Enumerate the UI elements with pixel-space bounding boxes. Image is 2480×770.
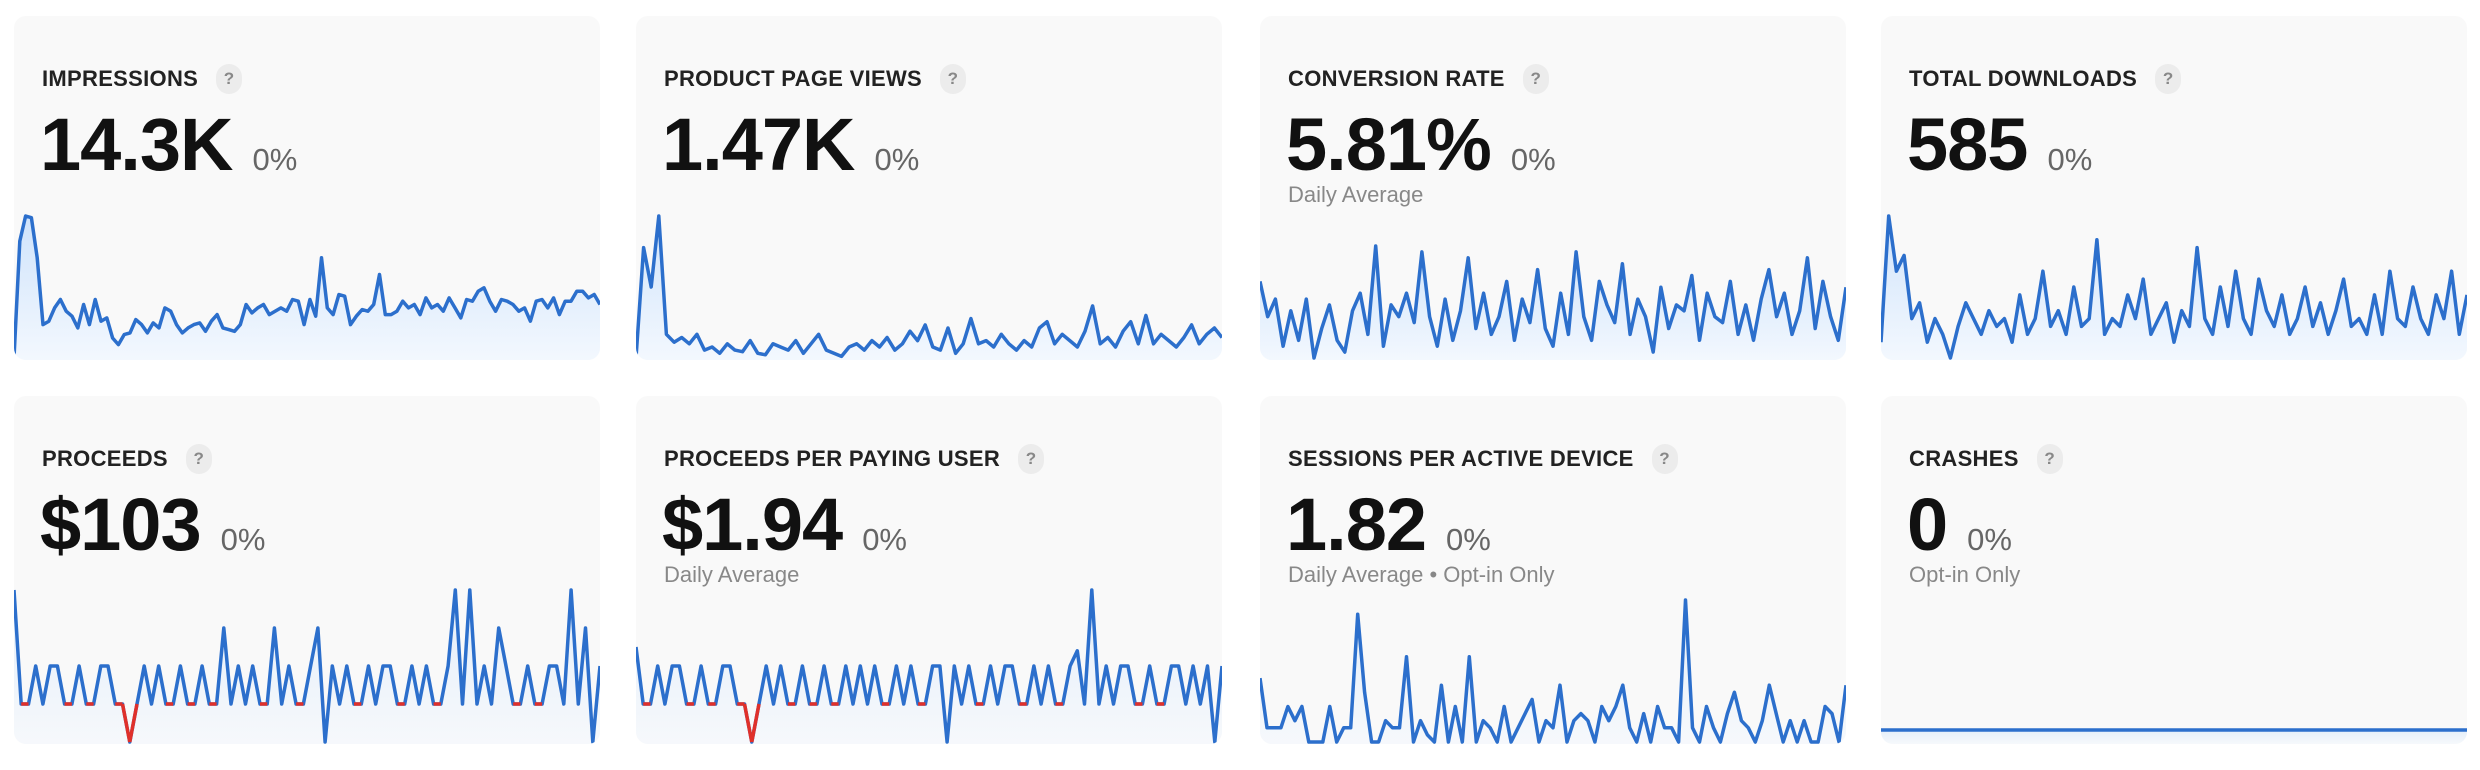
sparkline-area [1881, 216, 2467, 360]
metric-change: 0% [1446, 522, 1491, 557]
metric-change: 0% [862, 522, 907, 557]
metric-value: 5.81% [1286, 103, 1492, 186]
sparkline-area [14, 216, 600, 360]
metric-value: 1.82 [1286, 483, 1427, 566]
metric-value: 14.3K [40, 103, 233, 186]
metric-change: 0% [1967, 522, 2012, 557]
sparkline-chart [14, 214, 600, 360]
metric-value: $1.94 [662, 483, 843, 566]
sparkline-line [1260, 598, 1846, 744]
sparkline-chart [1260, 598, 1846, 744]
help-icon[interactable]: ? [1018, 444, 1045, 474]
card-title: TOTAL DOWNLOADS [1909, 66, 2138, 91]
sparkline-area [1260, 600, 1846, 744]
metric-value: 0 [1907, 483, 1948, 566]
card-title: IMPRESSIONS [42, 66, 199, 91]
metric-value: 1.47K [662, 103, 855, 186]
sparkline-chart [1881, 214, 2467, 360]
sparkline-chart [1881, 728, 2467, 744]
help-icon[interactable]: ? [1522, 64, 1549, 94]
metric-card-sessions-per-active-device[interactable]: SESSIONS PER ACTIVE DEVICE? 1.82 0% Daily… [1260, 396, 1846, 744]
metric-subtitle: Daily Average [664, 562, 800, 587]
card-title: PRODUCT PAGE VIEWS [664, 66, 923, 91]
metric-subtitle: Daily Average • Opt-in Only [1288, 562, 1555, 587]
metric-subtitle: Opt-in Only [1909, 562, 2021, 587]
metric-card-proceeds-per-paying-user[interactable]: PROCEEDS PER PAYING USER? $1.94 0% Daily … [636, 396, 1222, 744]
metric-value: $103 [40, 483, 202, 566]
sparkline-area [636, 590, 1222, 744]
help-icon[interactable]: ? [2155, 64, 2182, 94]
metric-card-crashes[interactable]: CRASHES? 0 0% Opt-in Only [1881, 396, 2467, 744]
help-icon[interactable]: ? [940, 64, 967, 94]
metric-card-conversion-rate[interactable]: CONVERSION RATE? 5.81% 0% Daily Average [1260, 16, 1846, 360]
sparkline-negative-segment [128, 703, 139, 743]
card-title: CRASHES [1909, 446, 2019, 471]
metric-change: 0% [2047, 142, 2093, 177]
sparkline-line [636, 214, 1222, 359]
sparkline-line [14, 214, 600, 359]
help-icon[interactable]: ? [2036, 444, 2063, 474]
sparkline-chart [636, 588, 1222, 744]
card-title: PROCEEDS [42, 446, 168, 471]
sparkline-negative-segment [742, 703, 754, 743]
help-icon[interactable]: ? [1651, 444, 1678, 474]
metric-change: 0% [220, 522, 266, 557]
sparkline-line [636, 588, 1222, 744]
metric-value: 585 [1907, 103, 2028, 186]
metric-subtitle: Daily Average [1288, 182, 1424, 207]
metric-card-impressions[interactable]: IMPRESSIONS? 14.3K 0% [14, 16, 600, 360]
metric-change: 0% [874, 142, 920, 177]
metric-change: 0% [1510, 142, 1556, 177]
sparkline-chart [1260, 244, 1846, 360]
metric-card-total-downloads[interactable]: TOTAL DOWNLOADS? 585 0% [1881, 16, 2467, 360]
metric-card-product-page-views[interactable]: PRODUCT PAGE VIEWS? 1.47K 0% [636, 16, 1222, 360]
sparkline-area [14, 590, 600, 744]
sparkline-negative-segment [750, 703, 761, 743]
help-icon[interactable]: ? [216, 64, 243, 94]
help-icon[interactable]: ? [185, 444, 212, 474]
sparkline-line [1260, 244, 1846, 360]
card-title: PROCEEDS PER PAYING USER [664, 446, 1001, 471]
metric-card-proceeds[interactable]: PROCEEDS? $103 0% [14, 396, 600, 744]
card-title: CONVERSION RATE [1288, 66, 1505, 91]
sparkline-area [1260, 246, 1846, 360]
sparkline-area [636, 216, 1222, 360]
sparkline-chart [14, 588, 600, 744]
metric-change: 0% [252, 142, 298, 177]
sparkline-negative-segment [120, 703, 132, 743]
sparkline-line [14, 588, 600, 744]
card-title: SESSIONS PER ACTIVE DEVICE [1288, 446, 1634, 471]
sparkline-area [1881, 730, 2467, 744]
sparkline-chart [636, 214, 1222, 360]
sparkline-line [1881, 214, 2467, 360]
